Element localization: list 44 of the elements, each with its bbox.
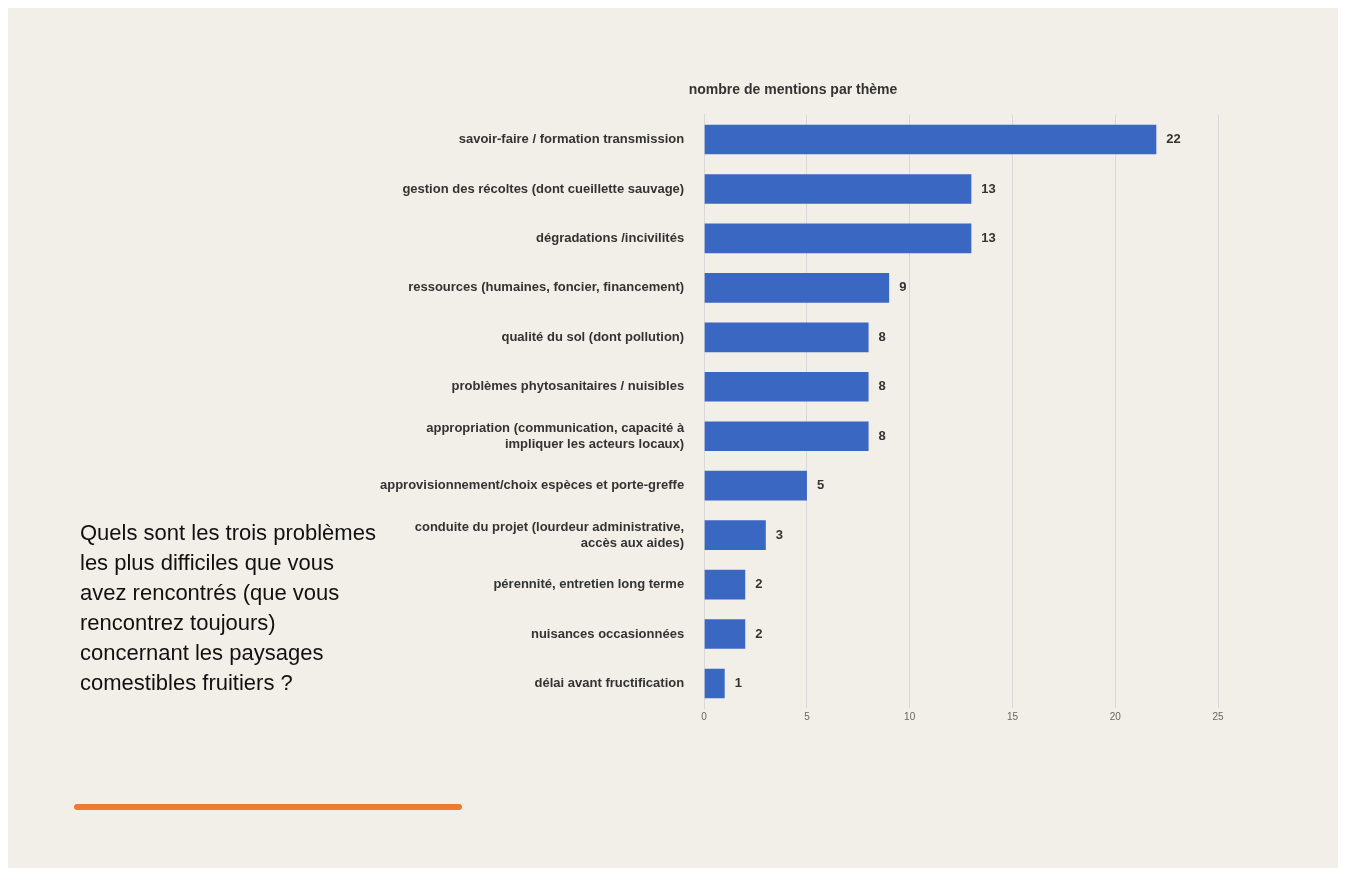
y-tick-label: dégradations /incivilités [536, 230, 685, 245]
y-tick-label: pérennité, entretien long terme [493, 576, 685, 592]
x-tick-label: 20 [1109, 710, 1122, 722]
chart-title: nombre de mentions par thème [688, 81, 898, 98]
y-tick-label: appropriation (communication, capacité à impliquer les acteurs locaux) [426, 420, 685, 451]
text: Quels sont les trois problèmes les plus difficiles que vous avez rencontrés (que vous rencontrez toujours) concernant les paysages comestibles fruitiers ? [80, 519, 377, 697]
y-tick-label: approvisionnement/choix espèces et porte-greffe [379, 477, 685, 493]
y-tick-label: qualité du sol (dont pollution) [501, 328, 685, 344]
x-tick-label: 10 [904, 710, 916, 722]
bar [704, 619, 746, 649]
bar [704, 223, 972, 254]
bar [704, 569, 746, 600]
x-tick-label: 5 [804, 710, 811, 722]
x-tick-label: 0 [701, 710, 708, 722]
data-label: 1 [734, 675, 742, 691]
bar [704, 421, 869, 452]
y-tick-label: délai avant fructification [534, 675, 685, 691]
data-label: 3 [775, 526, 784, 542]
data-label: 8 [878, 328, 886, 344]
bar [704, 273, 890, 303]
bar [704, 322, 869, 353]
data-label: 8 [878, 427, 886, 443]
y-tick-label: gestion des récoltes (dont cueillette sauvage) [402, 180, 685, 196]
data-label: 13 [981, 180, 996, 196]
data-label: 22 [1166, 131, 1181, 147]
bar [704, 174, 972, 204]
y-tick-label: nuisances occasionnées [530, 625, 685, 641]
bar [704, 124, 1157, 155]
bar [704, 668, 725, 699]
x-tick-label: 25 [1212, 710, 1224, 722]
data-label: 9 [899, 279, 907, 295]
data-label: 2 [755, 625, 763, 641]
bar [704, 470, 807, 501]
y-tick-label: savoir-faire / formation transmission [458, 131, 685, 147]
data-label: 8 [878, 378, 886, 394]
y-tick-label: ressources (humaines, foncier, financement) [408, 279, 685, 295]
x-tick-label: 15 [1006, 710, 1019, 722]
data-label: 5 [816, 477, 825, 493]
y-tick-label: conduite du projet (lourdeur administrative, accès aux aides) [414, 518, 685, 550]
y-tick-label: problèmes phytosanitaires / nuisibles [451, 378, 685, 394]
data-label: 13 [981, 230, 996, 245]
data-label: 2 [755, 576, 763, 592]
bar [704, 520, 766, 550]
bar [704, 371, 869, 402]
